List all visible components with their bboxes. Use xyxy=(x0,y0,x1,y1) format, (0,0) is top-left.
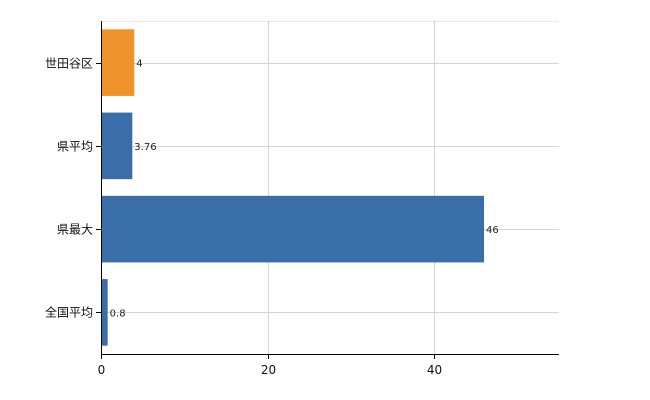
data-label-2: 46 xyxy=(486,225,499,236)
data-label-0: 4 xyxy=(136,59,142,70)
x-tick-label-1: 20 xyxy=(261,363,276,377)
bar-0 xyxy=(101,29,135,96)
bar-2 xyxy=(101,195,485,263)
data-label-1: 3.76 xyxy=(134,142,156,153)
data-label-3: 0.8 xyxy=(110,308,126,319)
y-tick-label-0: 世田谷区 xyxy=(45,57,93,71)
x-tick-label-0: 0 xyxy=(98,363,106,377)
y-tick-label-1: 県平均 xyxy=(57,140,93,154)
y-tick-label-2: 県最大 xyxy=(57,223,93,237)
x-tick-label-2: 40 xyxy=(427,363,442,377)
axis-layer xyxy=(96,21,559,359)
y-tick-label-3: 全国平均 xyxy=(45,305,93,320)
bar-layer xyxy=(101,29,485,346)
bar-3 xyxy=(101,279,108,346)
bar-1 xyxy=(101,112,133,180)
grid-layer xyxy=(101,21,559,354)
